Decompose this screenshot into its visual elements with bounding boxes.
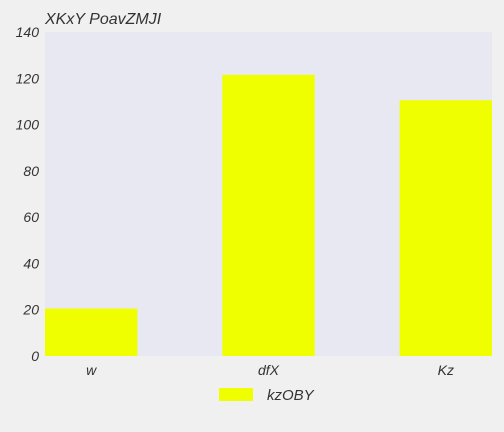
bar xyxy=(45,308,138,356)
y-tick-label: 100 xyxy=(16,117,40,133)
y-tick-label: 40 xyxy=(23,255,39,271)
y-tick-label: 80 xyxy=(23,163,39,179)
legend-label: kzOBY xyxy=(267,387,315,404)
x-tick-label: dfX xyxy=(258,362,280,378)
y-tick-label: 120 xyxy=(16,70,40,86)
legend-swatch xyxy=(219,388,253,401)
legend: kzOBY xyxy=(219,387,315,404)
chart-title: XKxY PoavZMJI xyxy=(44,11,162,28)
y-tick-label: 20 xyxy=(22,302,39,318)
y-tick-label: 0 xyxy=(31,348,39,364)
bar xyxy=(399,100,492,357)
x-tick-label: Kz xyxy=(438,362,454,378)
y-axis-ticks: 0 20 40 60 80 100 120 140 xyxy=(16,24,40,364)
bars xyxy=(45,74,492,357)
y-tick-label: 60 xyxy=(23,209,39,225)
bar xyxy=(222,74,315,357)
y-tick-label: 140 xyxy=(16,24,40,40)
x-tick-label: w xyxy=(86,362,97,378)
x-axis-ticks: w dfX Kz xyxy=(86,362,454,378)
